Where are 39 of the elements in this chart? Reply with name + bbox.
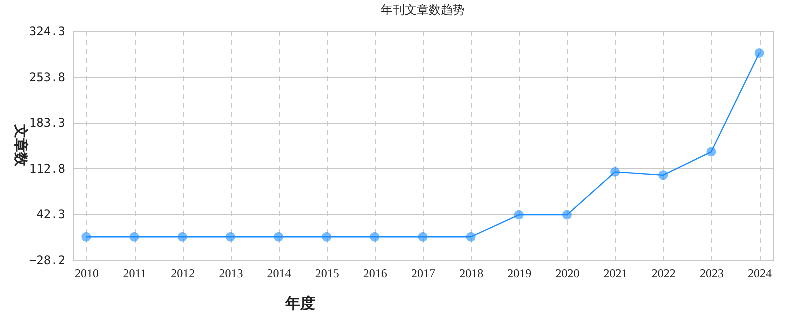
point bbox=[418, 232, 428, 242]
point bbox=[226, 232, 236, 242]
x-tick-label: 2021 bbox=[604, 266, 628, 280]
x-tick-label: 2011 bbox=[123, 266, 147, 280]
point bbox=[130, 232, 140, 242]
point bbox=[322, 232, 332, 242]
x-tick-label: 2013 bbox=[219, 266, 244, 280]
y-tick-label: 112.8 bbox=[29, 162, 66, 176]
point bbox=[178, 232, 188, 242]
point bbox=[562, 210, 572, 220]
point bbox=[466, 232, 476, 242]
x-tick-label: 2016 bbox=[363, 266, 388, 280]
y-tick-label: 42.3 bbox=[36, 208, 66, 222]
y-axis-title: 文章数 bbox=[12, 124, 30, 168]
point bbox=[82, 232, 92, 242]
x-tick-label: 2020 bbox=[556, 266, 580, 280]
x-tick-label: 2019 bbox=[508, 266, 532, 280]
point bbox=[514, 210, 524, 220]
point bbox=[370, 232, 380, 242]
x-tick-label: 2024 bbox=[748, 266, 772, 280]
x-tick-label: 2022 bbox=[652, 266, 676, 280]
y-tick-label: 324.3 bbox=[29, 24, 66, 38]
chart-title: 年刊文章数趋势 bbox=[381, 3, 465, 17]
point bbox=[610, 167, 620, 177]
x-tick-label: 2017 bbox=[412, 266, 436, 280]
point bbox=[706, 147, 716, 157]
x-axis-title: 年度 bbox=[284, 294, 316, 312]
x-tick-label: 2018 bbox=[460, 266, 484, 280]
point bbox=[658, 170, 668, 180]
point bbox=[754, 48, 764, 58]
x-tick-label: 2014 bbox=[267, 266, 292, 280]
x-tick-label: 2023 bbox=[700, 266, 724, 280]
x-tick-label: 2015 bbox=[315, 266, 340, 280]
y-tick-label: 253.8 bbox=[29, 70, 66, 84]
point bbox=[274, 232, 284, 242]
y-tick-label: −28.2 bbox=[29, 254, 66, 268]
x-tick-label: 2010 bbox=[74, 266, 99, 280]
y-tick-label: 183.3 bbox=[29, 116, 66, 130]
x-tick-label: 2012 bbox=[171, 266, 196, 280]
